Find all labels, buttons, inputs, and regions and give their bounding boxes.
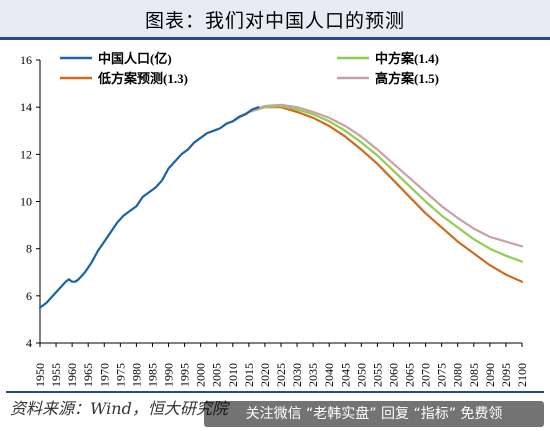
series-line	[231, 106, 524, 283]
series-line	[38, 106, 260, 309]
x-tick-label: 2030	[290, 363, 304, 387]
legend: 中国人口(亿) 低方案预测(1.3) 中方案(1.4) 高方案(1.5)	[60, 51, 439, 86]
legend-label: 中方案(1.4)	[375, 51, 439, 66]
x-tick-label: 2040	[322, 363, 336, 387]
series-line	[231, 104, 524, 263]
footer-divider	[6, 391, 544, 393]
chart-title: 图表：我们对中国人口的预测	[144, 10, 405, 32]
x-tick-label: 2100	[515, 363, 529, 387]
x-tick-label: 2055	[370, 363, 384, 387]
x-tick-label: 1975	[113, 363, 127, 387]
x-tick-label: 2095	[499, 363, 513, 387]
x-tick-label: 1990	[162, 363, 176, 387]
x-tick-label: 2025	[274, 363, 288, 387]
x-tick-label: 2020	[258, 363, 272, 387]
x-tick-label: 1995	[178, 363, 192, 387]
x-tick-label: 2080	[451, 363, 465, 387]
x-tick-label: 2075	[435, 363, 449, 387]
y-tick-label: 16	[20, 53, 32, 67]
y-tick-label: 6	[26, 289, 32, 303]
legend-label: 高方案(1.5)	[375, 71, 439, 86]
y-tick-label: 8	[26, 242, 32, 256]
x-tick-label: 2050	[354, 363, 368, 387]
x-tick-label: 2060	[386, 363, 400, 387]
source-note: 资料来源：Wind，恒大研究院	[10, 399, 228, 418]
x-tick-label: 2010	[226, 363, 240, 387]
x-tick-label: 2085	[467, 363, 481, 387]
x-tick-label: 2005	[210, 363, 224, 387]
x-tick-label: 1985	[145, 363, 159, 387]
x-tick-label: 2090	[483, 363, 497, 387]
y-tick-label: 14	[20, 100, 32, 114]
series-line	[231, 103, 524, 248]
x-tick-label: 1970	[97, 363, 111, 387]
x-tick-label: 2045	[338, 363, 352, 387]
watermark-banner: 关注微信 “老韩实盘” 回复 “指标” 免费领	[204, 401, 544, 427]
x-tick-label: 2070	[419, 363, 433, 387]
y-tick-label: 10	[20, 195, 32, 209]
x-tick-label: 1960	[65, 363, 79, 387]
x-tick-label: 2035	[306, 363, 320, 387]
y-tick-label: 4	[26, 336, 32, 350]
x-tick-label: 2015	[242, 363, 256, 387]
x-tick-label: 2000	[194, 363, 208, 387]
x-tick-label: 1980	[129, 363, 143, 387]
x-tick-label: 1965	[81, 363, 95, 387]
y-tick-label: 12	[20, 147, 32, 161]
x-tick-label: 1950	[33, 363, 47, 387]
x-tick-label: 1955	[49, 363, 63, 387]
legend-label: 中国人口(亿)	[98, 51, 172, 66]
legend-label: 低方案预测(1.3)	[97, 71, 188, 86]
x-tick-label: 2065	[403, 363, 417, 387]
series-lines	[38, 103, 524, 309]
chart-header: 图表：我们对中国人口的预测	[0, 0, 550, 40]
